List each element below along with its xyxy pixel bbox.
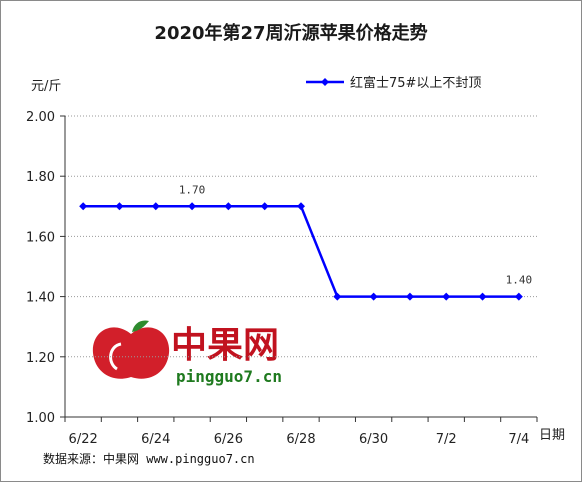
chart-title: 2020年第27周沂源苹果价格走势 — [154, 22, 427, 44]
apple-logo-highlight-icon — [109, 342, 122, 371]
x-tick-label: 6/24 — [141, 432, 170, 447]
watermark-url: pingguo7.cn — [176, 367, 282, 386]
data-point — [297, 202, 305, 211]
source-note: 数据来源：中果网 www.pingguo7.cn — [43, 451, 255, 466]
x-tick-label: 7/2 — [436, 432, 457, 447]
y-tick-label: 2.00 — [26, 110, 55, 125]
x-tick-label: 6/22 — [69, 432, 98, 447]
apple-leaf-icon — [132, 320, 149, 332]
data-point — [442, 292, 451, 301]
data-point — [478, 292, 487, 301]
x-tick-label: 7/4 — [508, 432, 529, 447]
y-axis-title: 元/斤 — [31, 79, 61, 94]
x-tick-label: 6/30 — [359, 432, 388, 447]
apple-logo-icon — [92, 327, 170, 379]
data-point — [188, 202, 197, 211]
data-point — [260, 202, 269, 211]
data-label: 1.40 — [506, 274, 533, 287]
legend-marker — [321, 78, 329, 86]
legend: 红富士75#以上不封顶 — [306, 75, 481, 91]
y-tick-label: 1.20 — [26, 351, 55, 366]
data-point — [405, 292, 414, 301]
watermark-logo: 中果网 pingguo7.cn — [92, 320, 282, 386]
y-tick-label: 1.40 — [26, 291, 55, 306]
y-tick-label: 1.60 — [26, 230, 55, 245]
data-point — [514, 292, 523, 301]
x-tick-label: 6/26 — [214, 432, 243, 447]
data-point — [79, 202, 88, 211]
watermark-text: 中果网 — [171, 325, 279, 366]
x-axis-title: 日期 — [539, 428, 565, 443]
data-point — [115, 202, 124, 211]
series-line — [83, 205, 519, 298]
data-point — [369, 292, 378, 301]
data-point — [151, 202, 160, 211]
data-point — [333, 292, 342, 301]
x-tick-label: 6/28 — [286, 432, 315, 447]
legend-label: 红富士75#以上不封顶 — [350, 75, 481, 91]
data-point — [224, 202, 233, 211]
y-tick-label: 1.00 — [26, 411, 55, 426]
data-label: 1.70 — [179, 183, 206, 196]
y-tick-label: 1.80 — [26, 170, 55, 185]
